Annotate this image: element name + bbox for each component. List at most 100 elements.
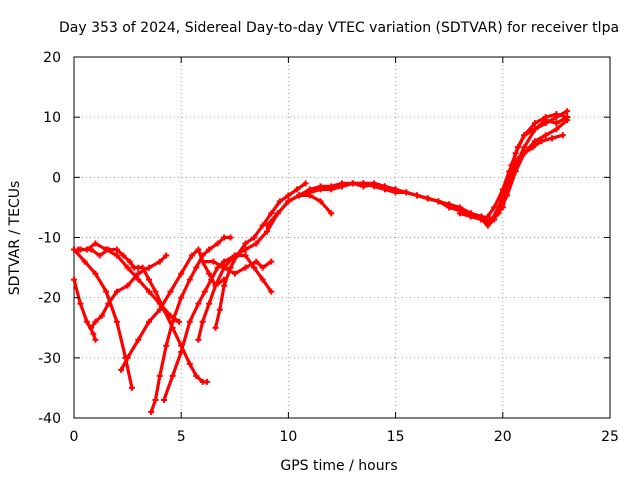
data-point bbox=[156, 306, 163, 313]
data-point bbox=[253, 240, 260, 247]
data-point bbox=[203, 378, 210, 385]
data-point bbox=[414, 192, 421, 199]
data-point bbox=[124, 354, 131, 361]
data-point bbox=[206, 270, 213, 277]
data-point bbox=[212, 324, 219, 331]
data-point bbox=[206, 300, 213, 307]
data-point bbox=[233, 252, 240, 259]
data-point bbox=[231, 270, 238, 277]
data-point bbox=[514, 156, 521, 163]
data-point bbox=[403, 189, 410, 196]
data-point bbox=[564, 108, 571, 115]
data-point bbox=[456, 210, 463, 217]
data-point bbox=[242, 252, 249, 259]
data-point bbox=[467, 213, 474, 220]
data-point bbox=[521, 150, 528, 157]
data-point bbox=[98, 312, 105, 319]
data-point bbox=[113, 288, 120, 295]
series-group bbox=[71, 108, 571, 415]
data-point bbox=[88, 324, 95, 331]
data-point bbox=[193, 372, 200, 379]
data-point bbox=[538, 138, 545, 145]
data-point bbox=[242, 240, 249, 247]
data-point bbox=[293, 186, 300, 193]
x-tick-label: 20 bbox=[494, 429, 512, 445]
data-point bbox=[135, 336, 142, 343]
data-point bbox=[214, 240, 221, 247]
x-tick-label: 25 bbox=[601, 429, 619, 445]
data-point bbox=[285, 198, 292, 205]
data-point bbox=[135, 270, 142, 277]
data-point bbox=[128, 384, 135, 391]
data-point bbox=[163, 342, 170, 349]
data-point bbox=[118, 366, 125, 373]
data-point bbox=[186, 276, 193, 283]
data-point bbox=[564, 114, 571, 121]
data-point bbox=[199, 318, 206, 325]
data-point bbox=[96, 252, 103, 259]
data-point bbox=[521, 144, 528, 151]
data-point bbox=[553, 126, 560, 133]
data-point bbox=[484, 213, 491, 220]
data-point bbox=[103, 288, 110, 295]
data-point bbox=[553, 120, 560, 127]
chart-title: Day 353 of 2024, Sidereal Day-to-day VTE… bbox=[59, 20, 619, 36]
data-point bbox=[302, 180, 309, 187]
data-point bbox=[484, 222, 491, 229]
data-point bbox=[268, 258, 275, 265]
data-point bbox=[113, 318, 120, 325]
data-point bbox=[221, 258, 228, 265]
data-point bbox=[195, 336, 202, 343]
data-point bbox=[371, 183, 378, 190]
data-point bbox=[208, 276, 215, 283]
data-point bbox=[559, 132, 566, 139]
data-point bbox=[317, 198, 324, 205]
data-point bbox=[92, 318, 99, 325]
data-point bbox=[392, 189, 399, 196]
data-point bbox=[156, 372, 163, 379]
data-point bbox=[521, 132, 528, 139]
data-point bbox=[186, 360, 193, 367]
data-point bbox=[349, 180, 356, 187]
data-point bbox=[276, 198, 283, 205]
data-point bbox=[489, 216, 496, 223]
data-point bbox=[529, 144, 536, 151]
data-point bbox=[306, 189, 313, 196]
data-point bbox=[195, 246, 202, 253]
data-point bbox=[251, 264, 258, 271]
data-point bbox=[105, 246, 112, 253]
data-point bbox=[83, 318, 90, 325]
data-point bbox=[285, 192, 292, 199]
data-point bbox=[221, 264, 228, 271]
data-point bbox=[124, 282, 131, 289]
data-point bbox=[381, 186, 388, 193]
data-point bbox=[178, 270, 185, 277]
y-tick-label: -40 bbox=[38, 411, 61, 427]
data-point bbox=[251, 234, 258, 241]
data-point bbox=[163, 252, 170, 259]
data-point bbox=[274, 210, 281, 217]
data-point bbox=[92, 270, 99, 277]
data-point bbox=[506, 180, 513, 187]
data-point bbox=[178, 348, 185, 355]
x-tick-label: 10 bbox=[279, 429, 297, 445]
data-point bbox=[201, 288, 208, 295]
data-point bbox=[531, 138, 538, 145]
data-point bbox=[206, 246, 213, 253]
data-point bbox=[499, 204, 506, 211]
data-point bbox=[195, 300, 202, 307]
data-point bbox=[242, 264, 249, 271]
x-axis-label: GPS time / hours bbox=[280, 458, 397, 474]
series-line-sat-j bbox=[213, 181, 308, 330]
data-point bbox=[146, 288, 153, 295]
data-point bbox=[549, 135, 556, 142]
data-point bbox=[88, 246, 95, 253]
data-point bbox=[259, 264, 266, 271]
data-point bbox=[167, 288, 174, 295]
data-point bbox=[221, 282, 228, 289]
data-point bbox=[161, 396, 168, 403]
data-point bbox=[146, 276, 153, 283]
grid-lines bbox=[74, 57, 610, 418]
data-point bbox=[152, 396, 159, 403]
data-point bbox=[531, 126, 538, 133]
